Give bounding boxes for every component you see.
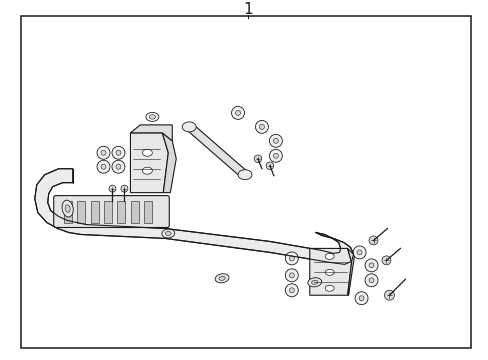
Circle shape <box>254 155 261 162</box>
Circle shape <box>101 164 106 169</box>
FancyBboxPatch shape <box>54 195 169 228</box>
Circle shape <box>368 263 373 268</box>
Bar <box>77 201 85 222</box>
Circle shape <box>269 134 282 147</box>
Polygon shape <box>309 248 351 295</box>
Ellipse shape <box>182 122 196 132</box>
Polygon shape <box>183 127 250 175</box>
Circle shape <box>112 146 125 159</box>
Circle shape <box>112 160 125 173</box>
Circle shape <box>285 252 298 265</box>
Circle shape <box>269 149 282 162</box>
Circle shape <box>259 125 264 129</box>
Ellipse shape <box>142 149 152 156</box>
Circle shape <box>97 160 110 173</box>
Ellipse shape <box>215 274 228 283</box>
Circle shape <box>285 269 298 282</box>
Text: 1: 1 <box>243 2 252 17</box>
Circle shape <box>381 256 390 265</box>
Polygon shape <box>35 169 353 264</box>
Circle shape <box>384 290 394 300</box>
Circle shape <box>289 256 294 261</box>
Bar <box>104 201 112 222</box>
Bar <box>131 201 139 222</box>
Ellipse shape <box>65 205 70 212</box>
Bar <box>117 201 125 222</box>
Ellipse shape <box>142 167 152 174</box>
Circle shape <box>116 150 121 155</box>
Polygon shape <box>130 125 172 141</box>
Polygon shape <box>347 248 354 295</box>
Circle shape <box>116 164 121 169</box>
Ellipse shape <box>219 276 225 280</box>
Circle shape <box>356 250 361 255</box>
Ellipse shape <box>62 200 73 217</box>
Bar <box>63 201 72 222</box>
Circle shape <box>285 284 298 297</box>
Ellipse shape <box>162 229 174 238</box>
Circle shape <box>289 273 294 278</box>
Circle shape <box>101 150 106 155</box>
Circle shape <box>231 107 244 120</box>
Circle shape <box>365 274 377 287</box>
Ellipse shape <box>165 231 171 235</box>
Ellipse shape <box>311 280 317 284</box>
Circle shape <box>109 185 116 192</box>
Circle shape <box>255 120 268 133</box>
Ellipse shape <box>145 112 159 121</box>
Ellipse shape <box>307 278 321 287</box>
Ellipse shape <box>325 269 333 275</box>
Circle shape <box>368 236 377 245</box>
Bar <box>90 201 99 222</box>
Circle shape <box>352 246 366 259</box>
Circle shape <box>354 292 367 305</box>
Polygon shape <box>162 133 176 193</box>
Ellipse shape <box>325 253 333 259</box>
Circle shape <box>289 288 294 293</box>
Circle shape <box>273 153 278 158</box>
Circle shape <box>273 138 278 143</box>
Circle shape <box>265 162 273 170</box>
Circle shape <box>365 259 377 272</box>
Circle shape <box>358 296 363 301</box>
Ellipse shape <box>149 115 155 119</box>
Circle shape <box>235 111 240 116</box>
Ellipse shape <box>238 170 251 180</box>
Circle shape <box>368 278 373 283</box>
Circle shape <box>97 146 110 159</box>
Ellipse shape <box>325 285 333 291</box>
Circle shape <box>121 185 128 192</box>
Bar <box>144 201 152 222</box>
Polygon shape <box>130 133 168 193</box>
